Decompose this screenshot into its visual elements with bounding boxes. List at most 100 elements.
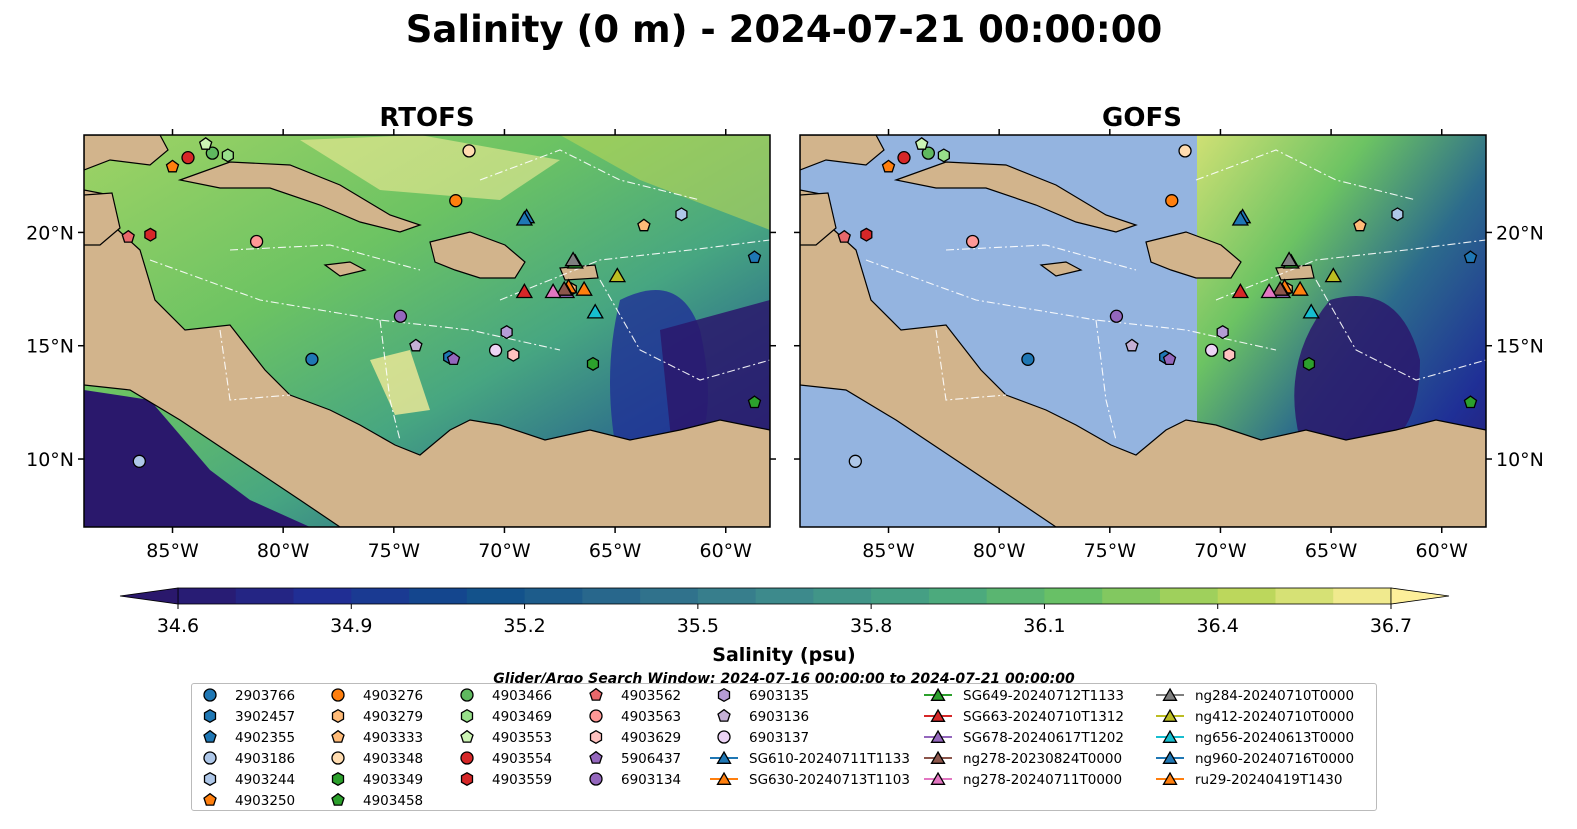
gofs-argo-4903469 xyxy=(937,148,950,163)
legend-marker-4903186 xyxy=(203,751,217,765)
colorbar-cell xyxy=(1333,588,1392,604)
rtofs-land-jamaica xyxy=(323,261,367,277)
colorbar-cell xyxy=(1159,588,1219,604)
gofs-land-hispaniola xyxy=(1145,231,1242,279)
gofs-argo-6903136 xyxy=(1125,338,1139,352)
y-tick-label-left: 15°N xyxy=(26,336,74,358)
legend-label: ng656-20240613T0000 xyxy=(1195,730,1354,746)
gofs-glider-ng278-20230824T0000 xyxy=(1271,280,1289,296)
legend-marker-ng960-20240716T0000 xyxy=(1162,750,1178,764)
colorbar-tick-label: 34.9 xyxy=(330,615,372,637)
gofs-land xyxy=(800,189,1486,527)
rtofs-argo-4903554 xyxy=(181,151,195,165)
colorbar-tick-label: 35.2 xyxy=(503,615,545,637)
rtofs-argo-4903333 xyxy=(637,218,651,232)
rtofs-argo-4903186 xyxy=(132,454,146,468)
gofs-argo-4903466 xyxy=(921,146,935,160)
colorbar-cell xyxy=(524,588,583,604)
gofs-glider-ng656-20240613T0000 xyxy=(1302,303,1320,319)
colorbar-cell xyxy=(293,588,352,604)
legend-label: 4903553 xyxy=(492,730,552,746)
gofs-argo-4903244 xyxy=(1391,207,1404,222)
rtofs-glider-ng960-20240716T0000 xyxy=(515,210,534,226)
legend-label: 4903250 xyxy=(235,793,295,809)
legend-label: 4903279 xyxy=(363,709,423,725)
legend-marker-ng656-20240613T0000 xyxy=(1162,729,1178,743)
legend-label: ng278-20240711T0000 xyxy=(963,772,1122,788)
rtofs-x-tick-label: 80°W xyxy=(257,540,310,562)
rtofs-argo-4903559 xyxy=(144,227,157,242)
gofs-map-frame xyxy=(799,134,1487,528)
legend-label: 4903349 xyxy=(363,772,423,788)
legend-marker-SG649-20240712T1133 xyxy=(930,687,946,701)
rtofs-argo-4903349 xyxy=(586,356,600,371)
legend-label: 4903469 xyxy=(492,709,552,725)
colorbar-tick-label: 34.6 xyxy=(157,615,199,637)
legend-marker-6903135 xyxy=(717,687,731,703)
gofs-fresh-core xyxy=(1294,296,1420,450)
colorbar-extend-low xyxy=(119,587,179,605)
colorbar-ticks: 34.6 34.9 35.2 35.5 35.8 36.1 36.4 36.7 xyxy=(157,604,1412,637)
gofs-land-puerto-rico xyxy=(1275,264,1315,281)
rtofs-argo-4903629 xyxy=(507,347,520,362)
legend-label: ng284-20240710T0000 xyxy=(1195,688,1354,704)
rtofs-land-puerto-rico xyxy=(559,264,599,281)
gofs-argo-4903559 xyxy=(860,227,873,242)
legend-label: 6903136 xyxy=(749,709,809,725)
gofs-x-tick-label: 80°W xyxy=(973,540,1026,562)
rtofs-glider-ng656-20240613T0000 xyxy=(586,303,604,319)
legend-label: SG610-20240711T1133 xyxy=(749,751,910,767)
gofs-argo-4903348 xyxy=(1178,144,1192,158)
gofs-land-yucatan xyxy=(800,192,837,246)
legend-marker-4903554 xyxy=(460,751,474,765)
gofs-panel: GOFS xyxy=(799,103,1487,528)
rtofs-argo-4903276 xyxy=(449,194,463,208)
legend-marker-6903136 xyxy=(717,708,731,722)
rtofs-argo-6903136 xyxy=(409,338,423,352)
legend-marker-4903469 xyxy=(460,708,474,724)
legend-label: 5906437 xyxy=(621,751,681,767)
colorbar-extend-high xyxy=(1390,587,1450,605)
legend-marker-SG610-20240711T1133 xyxy=(716,750,732,764)
legend-label: SG649-20240712T1133 xyxy=(963,688,1124,704)
gofs-x-tick-label: 85°W xyxy=(862,540,915,562)
gofs-panel-title: GOFS xyxy=(1102,103,1182,133)
rtofs-panel: RTOFS xyxy=(83,103,771,528)
colorbar-cell xyxy=(928,588,988,604)
gofs-argo-4903333 xyxy=(1353,218,1367,232)
gofs-x-tick-label: 70°W xyxy=(1194,540,1247,562)
rtofs-markers xyxy=(121,137,762,468)
legend-label: ng412-20240710T0000 xyxy=(1195,709,1354,725)
legend-marker-4903279 xyxy=(331,708,345,724)
gofs-argo-6903137 xyxy=(1204,343,1219,357)
colorbar-cell xyxy=(640,588,699,604)
legend-label: 2903766 xyxy=(235,688,295,704)
colorbar: 34.6 34.9 35.2 35.5 35.8 36.1 36.4 36.7 Salinit… xyxy=(119,587,1450,666)
gofs-x-tick-label: 75°W xyxy=(1084,540,1137,562)
legend-label: 4903562 xyxy=(621,688,681,704)
legend-label: 6903137 xyxy=(749,730,809,746)
gofs-glider-ng278-20240711T0000 xyxy=(1260,282,1278,299)
gofs-argo-6903135 xyxy=(1216,325,1229,340)
gofs-land-jamaica xyxy=(1039,261,1083,277)
gofs-glider-ng960-20240716T0000 xyxy=(1231,210,1250,226)
colorbar-tick-label: 36.1 xyxy=(1023,615,1065,637)
legend-marker-SG630-20240713T1103 xyxy=(716,771,732,785)
rtofs-map-frame xyxy=(83,134,771,528)
legend-label: 4903466 xyxy=(492,688,552,704)
legend-marker-SG663-20240710T1312 xyxy=(930,708,946,722)
legend-marker-4903629 xyxy=(589,729,603,745)
legend-label: 4903333 xyxy=(363,730,423,746)
legend-marker-4903553 xyxy=(460,729,474,743)
rtofs-argo-4903458 xyxy=(747,395,762,409)
legend-label: ru29-20240419T1430 xyxy=(1195,772,1342,788)
legend-entries: 2903766 3902457 4902355 4903186 4903244 49032… xyxy=(203,687,1354,809)
gofs-glider-ru29-20240419T1430 xyxy=(1291,280,1309,296)
colorbar-cell xyxy=(1102,588,1161,604)
colorbar-cell xyxy=(1044,588,1103,604)
legend-label: 4903276 xyxy=(363,688,423,704)
legend-label: 3902457 xyxy=(235,709,295,725)
gofs-argo-4903554 xyxy=(897,151,911,165)
y-tick-label-right: 15°N xyxy=(1496,336,1544,358)
legend-marker-4903250 xyxy=(203,792,217,806)
